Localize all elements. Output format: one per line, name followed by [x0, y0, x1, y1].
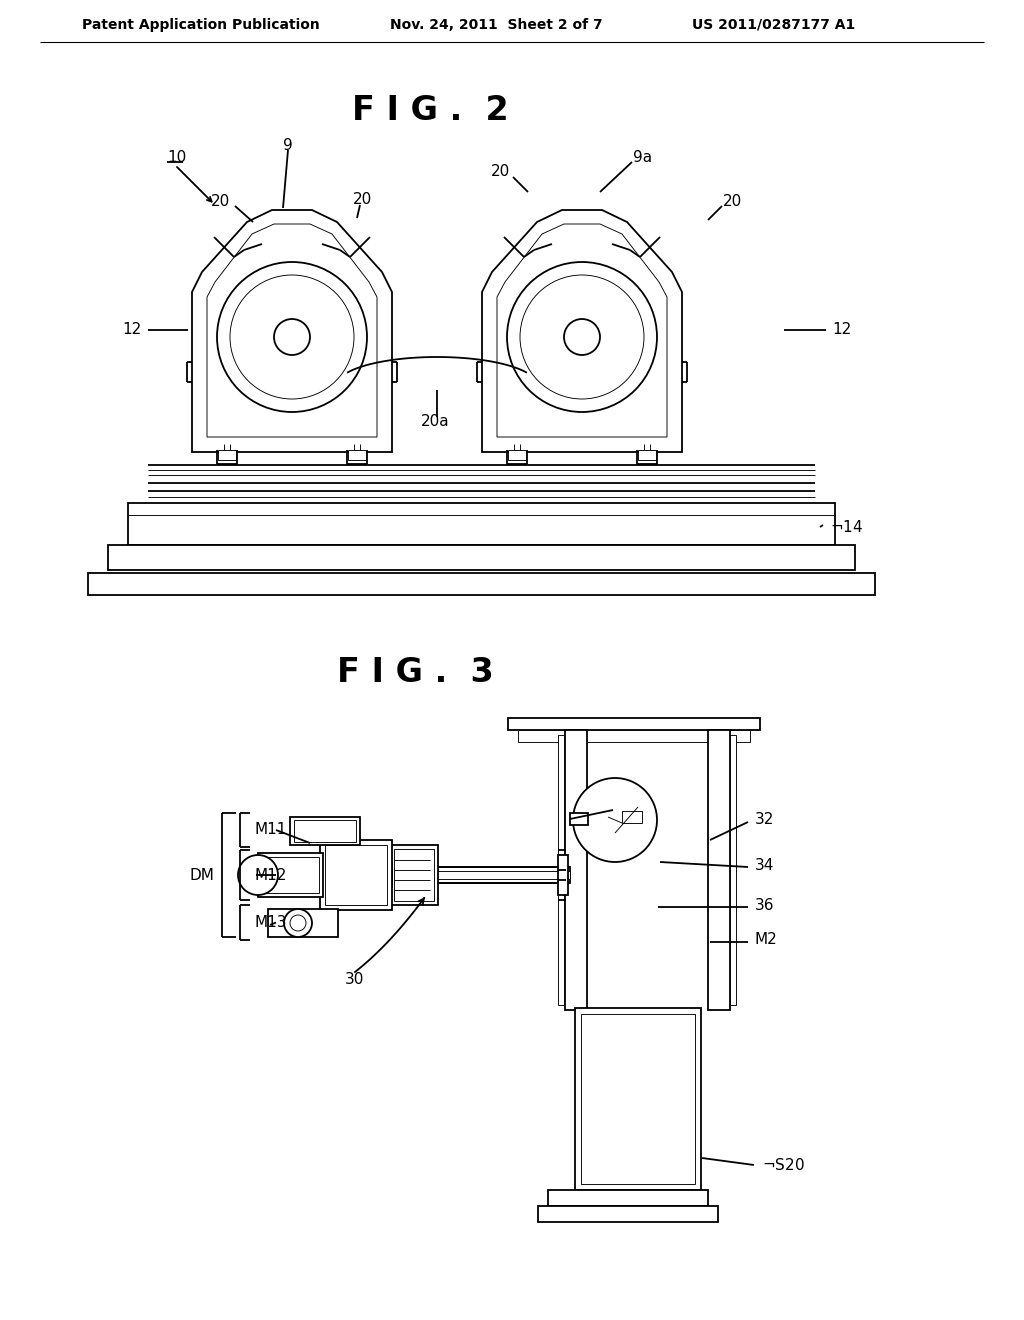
Bar: [108, 545, 855, 570]
Bar: [548, 1191, 708, 1206]
Text: Nov. 24, 2011  Sheet 2 of 7: Nov. 24, 2011 Sheet 2 of 7: [390, 18, 603, 32]
Text: 20: 20: [353, 193, 373, 207]
Circle shape: [284, 909, 312, 937]
Circle shape: [274, 319, 310, 355]
Bar: [435, 871, 570, 879]
Text: $\neg$14: $\neg$14: [830, 519, 863, 535]
Bar: [575, 1008, 701, 1191]
Bar: [88, 573, 874, 595]
Circle shape: [238, 855, 278, 895]
Bar: [518, 730, 750, 742]
Bar: [581, 1014, 695, 1184]
Bar: [638, 450, 656, 459]
Circle shape: [290, 915, 306, 931]
Bar: [435, 867, 570, 883]
Text: 9a: 9a: [634, 149, 652, 165]
Text: 20: 20: [723, 194, 742, 210]
Bar: [390, 845, 438, 906]
Circle shape: [507, 261, 657, 412]
Bar: [508, 450, 526, 459]
Text: 12: 12: [831, 322, 851, 338]
Bar: [508, 718, 760, 730]
Text: F I G .  3: F I G . 3: [337, 656, 494, 689]
Polygon shape: [482, 210, 682, 451]
Bar: [319, 840, 392, 909]
Circle shape: [564, 319, 600, 355]
Text: 20a: 20a: [421, 414, 450, 429]
Text: M11: M11: [255, 822, 288, 837]
Polygon shape: [207, 224, 377, 437]
Text: Patent Application Publication: Patent Application Publication: [82, 18, 319, 32]
Text: 36: 36: [755, 898, 774, 912]
Bar: [258, 853, 323, 898]
Bar: [262, 857, 319, 894]
Bar: [565, 730, 587, 1010]
Bar: [218, 450, 236, 459]
Text: 12: 12: [123, 322, 142, 338]
Circle shape: [573, 777, 657, 862]
Text: 9: 9: [283, 137, 293, 153]
Circle shape: [520, 275, 644, 399]
Bar: [325, 845, 387, 906]
Polygon shape: [497, 224, 667, 437]
Bar: [558, 735, 564, 1005]
Text: 32: 32: [755, 813, 774, 828]
Bar: [348, 450, 366, 459]
Text: M2: M2: [755, 932, 778, 948]
Text: 20: 20: [490, 165, 510, 180]
Bar: [558, 855, 568, 895]
Bar: [290, 817, 360, 845]
Circle shape: [230, 275, 354, 399]
Text: $\neg$S20: $\neg$S20: [762, 1158, 805, 1173]
Text: M13: M13: [255, 915, 288, 931]
Bar: [294, 820, 356, 842]
Bar: [730, 735, 736, 1005]
Bar: [268, 909, 338, 937]
Bar: [708, 730, 730, 1010]
Text: 30: 30: [345, 973, 365, 987]
Polygon shape: [193, 210, 392, 451]
Bar: [394, 849, 434, 902]
Bar: [382, 863, 392, 887]
Text: 20: 20: [210, 194, 229, 210]
Circle shape: [217, 261, 367, 412]
Bar: [128, 503, 835, 545]
Text: 34: 34: [755, 858, 774, 873]
Bar: [622, 810, 642, 822]
Bar: [570, 813, 588, 825]
Text: F I G .  2: F I G . 2: [351, 94, 508, 127]
Text: 10: 10: [167, 149, 186, 165]
Text: US 2011/0287177 A1: US 2011/0287177 A1: [692, 18, 855, 32]
Text: M12: M12: [255, 867, 288, 883]
Bar: [538, 1206, 718, 1222]
Text: DM: DM: [189, 867, 214, 883]
